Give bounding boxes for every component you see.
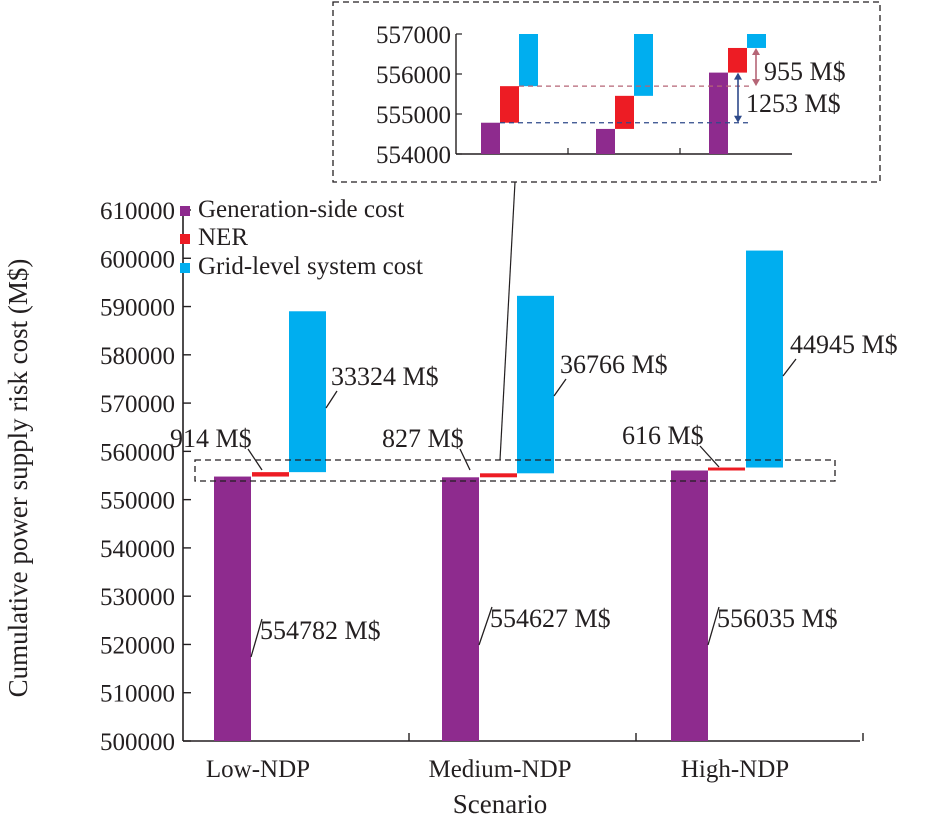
x-tick-label: Low-NDP [206,756,310,783]
inset-tick-label: 556000 [376,62,451,89]
y-tick-label: 600000 [100,246,175,273]
ner-value-label: 616 M$ [622,421,704,450]
grid-value-label: 44945 M$ [790,330,898,359]
grid-value-label: 36766 M$ [560,350,668,379]
x-tick-label: High-NDP [681,756,789,783]
zoom-region-box [194,181,836,482]
main-axes: 500000 510000 520000 530000 540000 550000 5600… [100,198,864,783]
ner-value-label: 827 M$ [382,424,464,453]
legend-label: NER [198,224,248,251]
y-tick-label: 500000 [100,729,175,756]
legend-swatch [180,263,190,273]
y-tick-label: 530000 [100,584,175,611]
inset-tick-label: 557000 [376,22,451,49]
y-tick-label: 510000 [100,681,175,708]
grid-leader-line [782,358,797,377]
generation-bar [214,476,251,741]
inset-annotation: 1253 M$ [746,89,841,118]
inset-arrow-955-head [752,79,760,87]
generation-leader-line [250,618,263,658]
zoom-connector-line [499,181,516,461]
y-tick-label: 570000 [100,391,175,418]
inset-grid-bar [747,34,766,48]
generation-value-label: 556035 M$ [717,604,838,633]
generation-bar [671,470,708,741]
y-tick-label: 520000 [100,632,175,659]
zoom-rectangle [194,459,836,482]
y-tick-label: 540000 [100,536,175,563]
inset-arrow-955-head [752,47,760,55]
ner-bar [480,473,517,478]
ner-leader-line [699,445,720,468]
grid-value-label: 33324 M$ [331,362,439,391]
legend-label: Generation-side cost [198,196,404,223]
y-tick-label: 550000 [100,488,175,515]
inset-tick-label: 555000 [376,102,451,129]
inset-ner-bar [500,86,519,123]
ner-value-label: 914 M$ [170,424,252,453]
grid-leader-line [553,378,567,397]
y-tick-label: 580000 [100,343,175,370]
inset-annotation: 955 M$ [764,57,846,86]
grid-cost-bar [517,295,554,474]
legend-label: Grid-level system cost [198,253,423,280]
inset-ner-bar [728,47,747,73]
inset-zoom-panel: 554000 555000 556000 557000 955 M$ 1253 M$ [332,1,881,183]
y-tick-label: 610000 [100,198,175,225]
inset-generation-bar [596,128,615,154]
inset-arrow-1253-head [734,115,742,123]
y-tick-label: 590000 [100,295,175,322]
legend-swatch [180,206,190,216]
grid-leader-line [325,390,338,409]
inset-generation-bar [481,122,500,154]
inset-grid-bar [519,34,538,87]
inset-tick-label: 554000 [376,142,451,169]
grid-cost-bar [746,250,783,468]
grid-cost-bar [289,311,326,473]
generation-leader-line [478,606,493,646]
ner-bar [708,467,745,471]
generation-bar [442,477,479,741]
generation-value-label: 554782 M$ [260,616,381,645]
generation-leader-line [707,606,720,646]
main-bars [214,250,783,741]
generation-value-label: 554627 M$ [490,604,611,633]
y-axis-title: Cumulative power supply risk cost (M$) [3,259,33,698]
inset-generation-bar [709,72,728,154]
x-tick-label: Medium-NDP [428,756,571,783]
inset-ner-bar [615,95,634,129]
x-axis-title: Scenario [453,789,547,819]
main-bar-labels: 554782 M$ 554627 M$ 556035 M$ 33324 M$ 36766… [170,330,898,658]
inset-arrow-1253-head [734,72,742,80]
y-tick-label: 560000 [100,439,175,466]
legend-swatch [180,234,190,244]
inset-grid-bar [634,34,653,96]
ner-bar [252,472,289,477]
